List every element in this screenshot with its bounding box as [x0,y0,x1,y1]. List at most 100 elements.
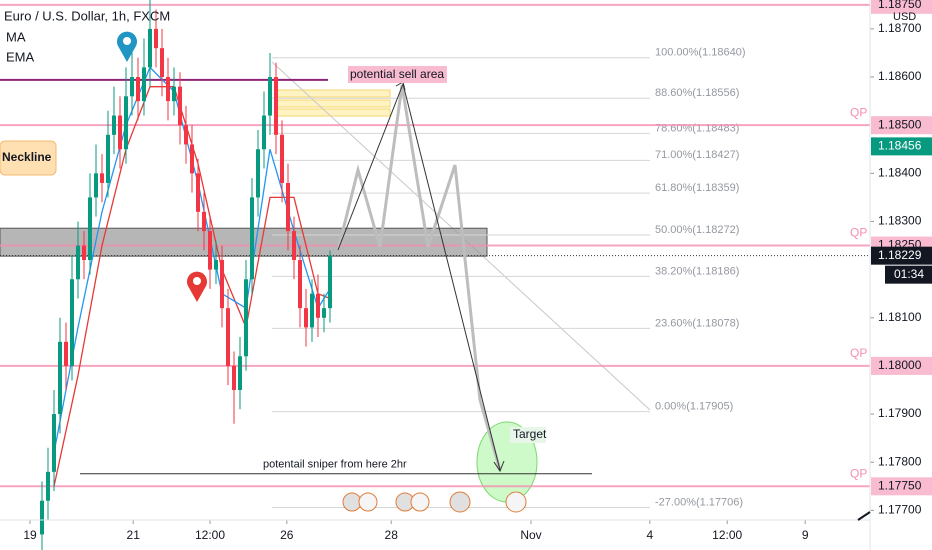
countdown-box [885,265,932,284]
event-icon [410,492,430,512]
x-tick-label: 4 [646,528,653,542]
events [342,491,527,513]
sell-area-box [348,66,447,83]
candle-body [76,245,80,280]
candle-body [172,86,176,102]
price-label: 1.18000 [878,358,922,372]
currency: USD [893,11,916,23]
candle-body [94,173,98,198]
candle-body [166,77,170,102]
candle-body [202,211,206,232]
sell-box [274,108,391,117]
candle-body [304,308,308,328]
fib-label: 0.00%(1.17905) [655,401,733,413]
fib-label: -27.00%(1.17706) [655,496,743,508]
y-tick-label: 1.18400 [878,166,922,180]
qp-label: QP [850,466,867,480]
candle-body [220,260,224,309]
sell-area-label: potential sell area [350,67,444,81]
candle-body [226,308,230,366]
candle-body [322,308,326,318]
candle-body [58,341,62,415]
x-tick-label: 12:00 [712,528,742,542]
x-tick-label: 21 [127,528,141,542]
x-tick-label: 28 [385,528,399,542]
y-tick-label: 1.18100 [878,310,922,324]
sell-box [274,89,391,98]
candle-body [238,356,242,390]
candle-body [136,77,140,102]
candle-body [190,144,194,174]
candle-body [214,260,218,270]
price-label: 1.18750 [878,0,922,11]
neckline-box [0,140,57,176]
zone [0,227,488,257]
qp-label: QP [850,226,867,240]
candle-body [208,231,212,270]
candle-body [106,134,110,183]
candle-body [262,115,266,150]
price-label: 1.17750 [878,478,922,492]
candle-body [316,293,320,318]
sniper-label: potentail sniper from here 2hr [263,459,407,471]
countdown: 01:34 [894,267,924,281]
candle-body [292,231,296,260]
candle-body [310,293,314,328]
fib-label: 78.60%(1.18483) [655,122,739,134]
price-label-box [871,246,932,265]
price-label-box [871,477,932,496]
target-label: Target [513,427,547,441]
event-icon [358,492,378,512]
price-label-box [871,0,932,14]
event-icon [505,491,527,513]
price-label: 1.18456 [878,139,922,153]
candle-body [274,77,278,135]
y-tick-label: 1.18600 [878,69,922,83]
legend-entry: EMA [6,49,35,64]
candle-body [88,197,92,260]
candle-body [142,67,146,102]
neckline-label: Neckline [2,150,52,164]
fib-label: 50.00%(1.18272) [655,224,739,236]
y-tick-label: 1.17700 [878,503,922,517]
fib-label: 100.00%(1.18640) [655,47,746,59]
qp-label: QP [850,346,867,360]
fib-label: 23.60%(1.18078) [655,317,739,329]
pin [187,271,208,302]
candle-body [82,245,86,260]
candle-body [130,77,134,97]
x-tick-label: 9 [802,528,809,542]
candle-body [64,341,68,366]
x-tick-label: Nov [520,528,541,542]
candle-body [328,255,332,309]
price-label-box [871,356,932,375]
candle-body [250,197,254,280]
candle-body [148,28,152,68]
candle-body [298,260,302,309]
candle-body [286,182,290,232]
event-icon [449,491,471,513]
candle-body [112,115,116,135]
candle-body [124,96,128,150]
fib-label: 61.80%(1.18359) [655,182,739,194]
fib-label: 71.00%(1.18427) [655,149,739,161]
candle-body [46,471,50,501]
y-tick-label: 1.18700 [878,21,922,35]
projection [117,31,527,513]
pin [117,31,137,62]
candle-body [244,279,248,357]
y-tick-label: 1.18300 [878,214,922,228]
tool-line [857,511,871,521]
candle-body [118,115,122,150]
candle-body [256,149,260,198]
candle-body [70,279,74,366]
candle-body [178,86,182,126]
target-box [510,427,546,443]
x-tick-label: 19 [23,528,37,542]
y-tick-label: 1.17900 [878,406,922,420]
y-tick-label: 1.17800 [878,454,922,468]
fib-label: 38.20%(1.18186) [655,265,739,277]
price-label: 1.18229 [878,248,922,262]
